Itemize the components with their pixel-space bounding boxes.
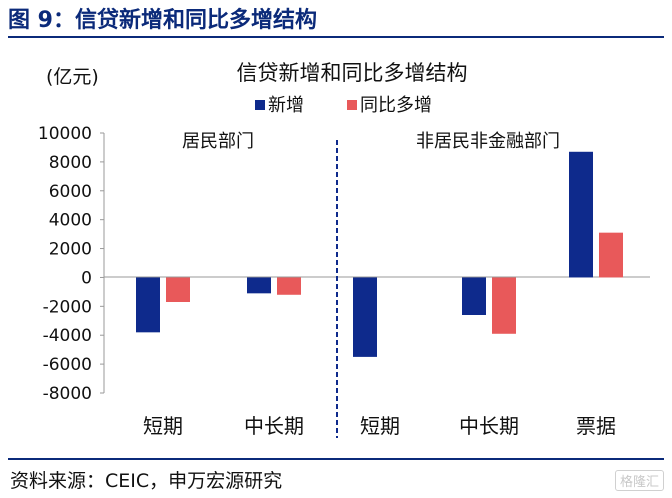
- y-tick-label: 4000: [49, 211, 92, 231]
- chart-title: 信贷新增和同比多增结构: [237, 61, 468, 85]
- x-category-label: 票据: [576, 414, 616, 438]
- bar-yoy: [277, 277, 301, 295]
- figure-title: 图 9：信贷新增和同比多增结构: [8, 8, 317, 33]
- source-note: 资料来源：CEIC，申万宏源研究: [10, 470, 283, 492]
- y-tick-label: -8000: [43, 384, 92, 404]
- y-tick-label: -4000: [43, 326, 92, 346]
- legend-swatch-yoy: [347, 100, 357, 110]
- bar-new: [136, 277, 160, 333]
- watermark-logo: 格隆汇: [614, 470, 664, 491]
- bar-yoy: [599, 232, 623, 278]
- x-category-label: 短期: [143, 414, 183, 438]
- bar-new: [247, 277, 271, 294]
- y-tick-label: 6000: [49, 182, 92, 202]
- bar-new: [353, 277, 377, 357]
- x-axis-categories: 短期 中长期 短期 中长期 票据: [143, 414, 616, 438]
- y-tick-label: 10000: [38, 124, 92, 144]
- y-tick-label: -6000: [43, 355, 92, 375]
- bar-new: [569, 151, 593, 278]
- y-tick-label: 0: [81, 268, 92, 288]
- legend-swatch-new: [255, 100, 265, 110]
- y-tick-label: 8000: [49, 153, 92, 173]
- legend-label-yoy: 同比多增: [360, 95, 432, 116]
- bars: [136, 151, 623, 357]
- legend: 新增 同比多增: [255, 95, 432, 116]
- y-tick-label: -2000: [43, 297, 92, 317]
- y-axis-ticks: 10000 8000 6000 4000 2000 0 -2000 -4000 -6000 -80…: [38, 124, 104, 404]
- group-label: 居民部门: [182, 131, 254, 152]
- legend-label-new: 新增: [268, 95, 304, 116]
- y-tick-label: 2000: [49, 240, 92, 260]
- bar-yoy: [166, 277, 190, 302]
- group-labels: 居民部门 非居民非金融部门: [182, 131, 560, 152]
- bar-yoy: [492, 277, 516, 334]
- bar-new: [462, 277, 486, 315]
- group-label: 非居民非金融部门: [416, 131, 560, 152]
- footer-divider: [8, 458, 664, 460]
- x-category-label: 中长期: [459, 414, 519, 438]
- chart-canvas: (亿元) 信贷新增和同比多增结构 新增 同比多增 10000 8000 6000 40…: [38, 61, 650, 438]
- x-category-label: 短期: [360, 414, 400, 438]
- header-divider: [8, 36, 664, 38]
- y-unit-label: (亿元): [46, 66, 99, 88]
- x-category-label: 中长期: [244, 414, 304, 438]
